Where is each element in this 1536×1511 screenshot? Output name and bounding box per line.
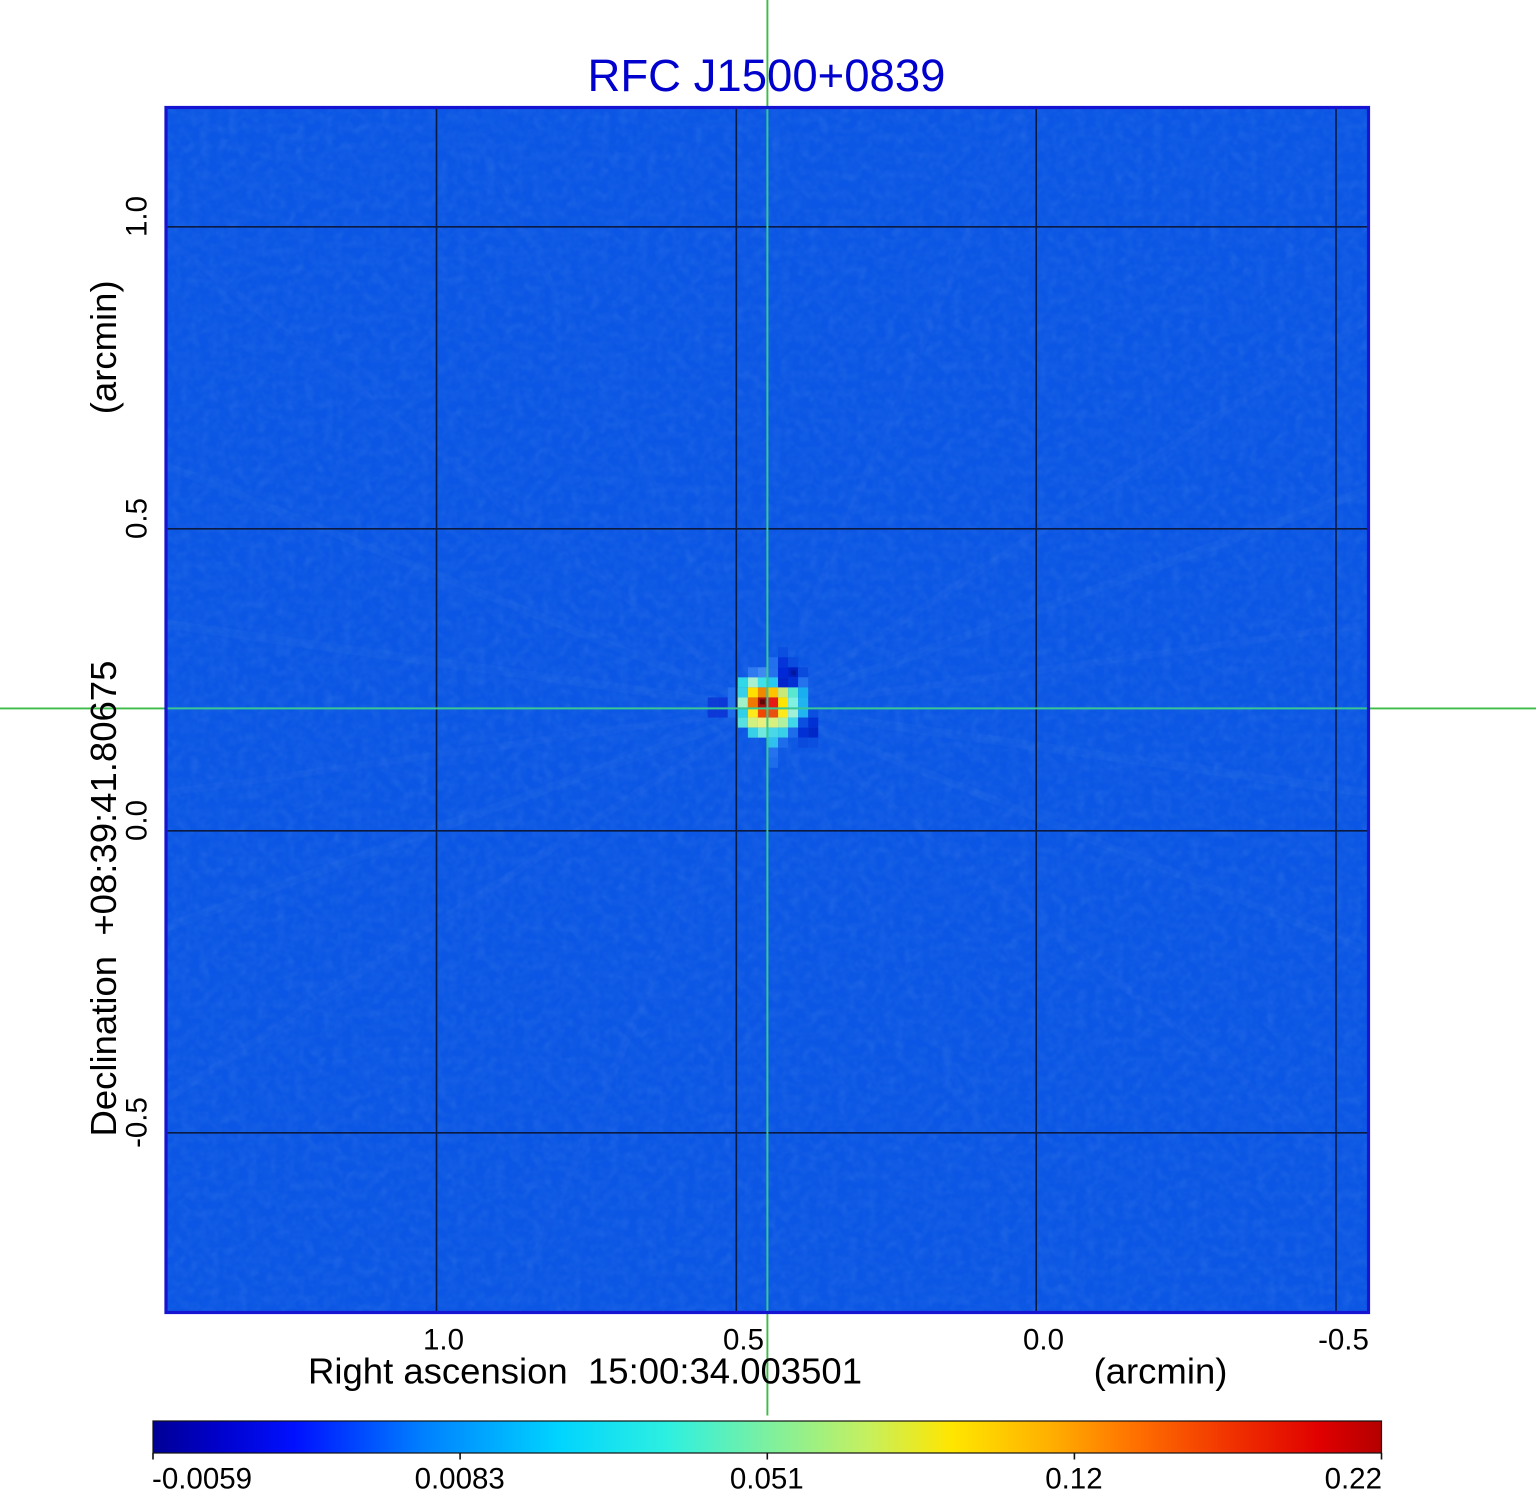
svg-text:1.0: 1.0	[121, 196, 154, 237]
svg-text:0.0083: 0.0083	[415, 1463, 505, 1496]
svg-text:(arcmin): (arcmin)	[83, 280, 124, 414]
svg-text:0.0: 0.0	[1023, 1324, 1064, 1357]
svg-text:RFC J1500+0839: RFC J1500+0839	[588, 50, 946, 101]
svg-text:-0.0059: -0.0059	[152, 1463, 252, 1496]
svg-text:0.5: 0.5	[121, 498, 154, 539]
svg-text:Declination +08:39:41.80675: Declination +08:39:41.80675	[83, 661, 124, 1137]
svg-text:-0.5: -0.5	[121, 1097, 154, 1148]
svg-text:1.0: 1.0	[423, 1324, 464, 1357]
svg-text:0.051: 0.051	[730, 1463, 804, 1496]
svg-text:Right ascension 15:00:34.0035: Right ascension 15:00:34.003501	[308, 1351, 862, 1392]
svg-text:(arcmin): (arcmin)	[1094, 1351, 1228, 1392]
svg-text:-0.5: -0.5	[1318, 1324, 1369, 1357]
svg-text:0.0: 0.0	[121, 800, 154, 841]
svg-text:0.22: 0.22	[1325, 1463, 1382, 1496]
svg-text:0.12: 0.12	[1045, 1463, 1102, 1496]
svg-text:0.5: 0.5	[723, 1324, 764, 1357]
